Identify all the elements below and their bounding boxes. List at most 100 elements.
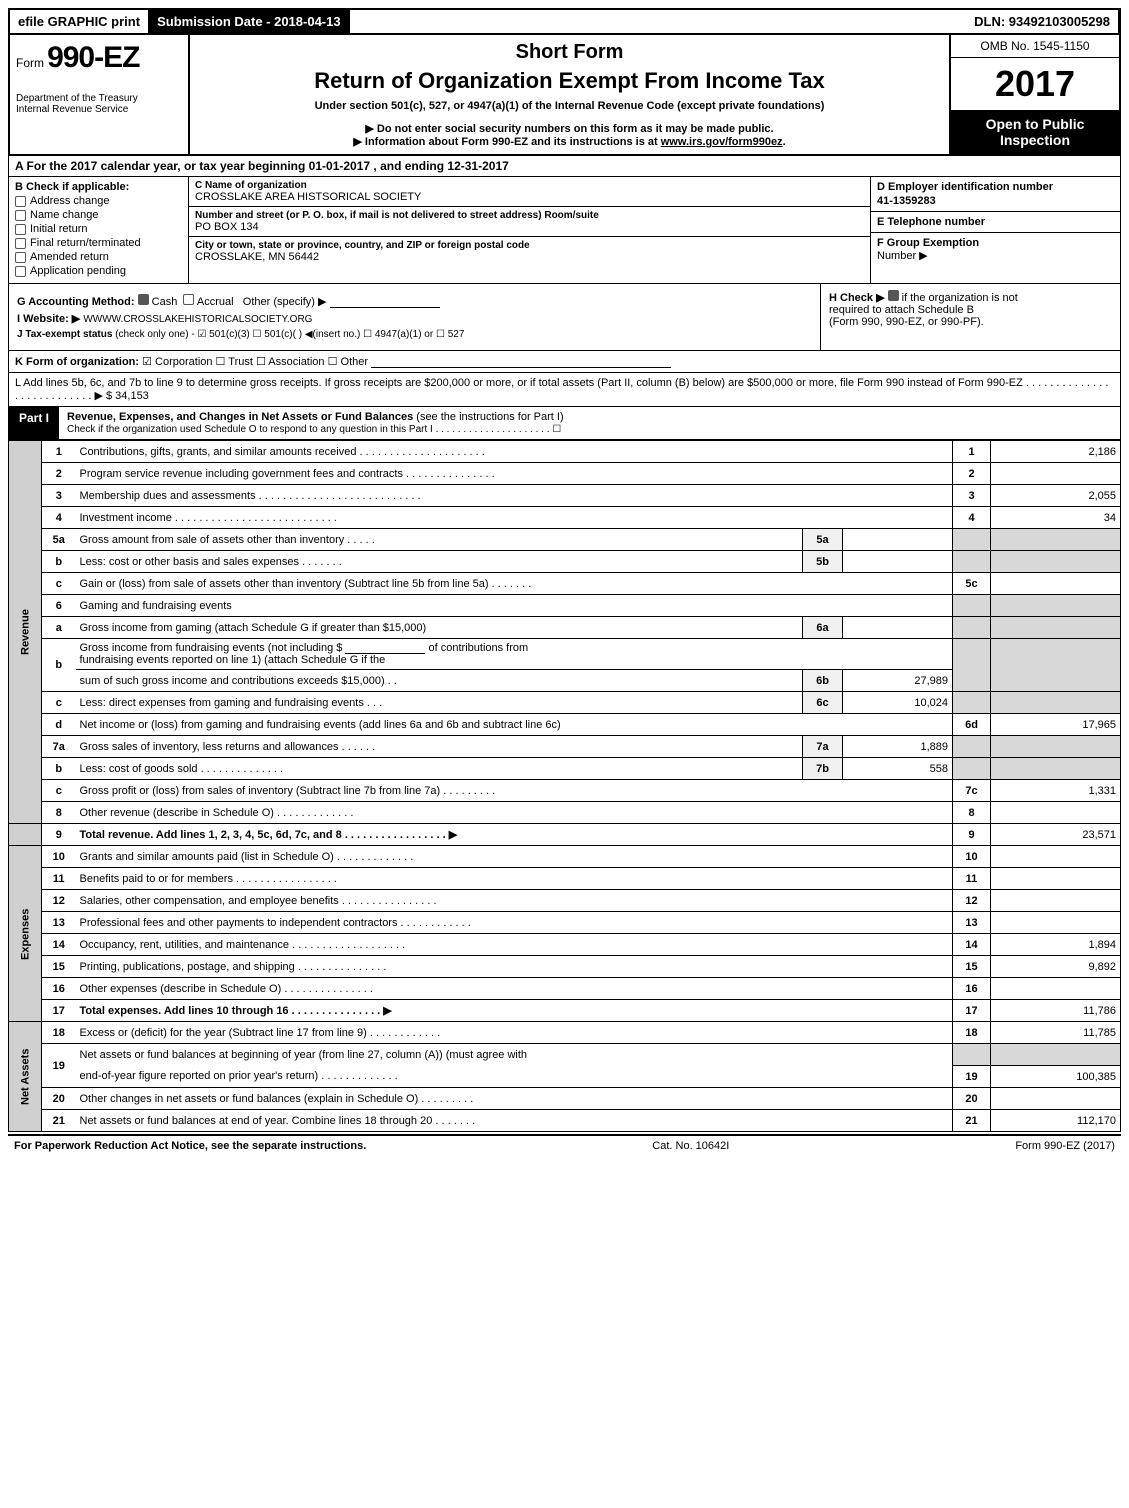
efile-label: efile GRAPHIC print bbox=[10, 10, 149, 33]
tot-val: 1,894 bbox=[991, 934, 1121, 956]
checkbox-icon[interactable] bbox=[15, 210, 26, 221]
b-item-5: Application pending bbox=[30, 265, 126, 277]
tot-no: 7c bbox=[953, 780, 991, 802]
f-label: F Group Exemption bbox=[877, 237, 979, 249]
submission-date: Submission Date - 2018-04-13 bbox=[149, 10, 350, 33]
footer-mid: Cat. No. 10642I bbox=[652, 1140, 729, 1152]
dept1: Department of the Treasury bbox=[16, 93, 182, 104]
tot-val: 11,786 bbox=[991, 1000, 1121, 1022]
side-expenses: Expenses bbox=[9, 846, 42, 1022]
part1-table: Revenue 1 Contributions, gifts, grants, … bbox=[8, 440, 1121, 1132]
g-label: G Accounting Method: bbox=[17, 296, 135, 308]
i-label: I Website: ▶ bbox=[17, 313, 80, 325]
sub-val: 27,989 bbox=[843, 670, 953, 692]
checkbox-icon[interactable] bbox=[15, 238, 26, 249]
tot-val: 23,571 bbox=[991, 824, 1121, 846]
ln-no: d bbox=[42, 714, 76, 736]
sub-val bbox=[843, 551, 953, 573]
checkbox-icon[interactable] bbox=[183, 294, 194, 305]
6b-blank[interactable] bbox=[345, 642, 425, 654]
section-def: D Employer identification number 41-1359… bbox=[870, 177, 1120, 283]
checkbox-icon[interactable] bbox=[15, 252, 26, 263]
checkbox-icon[interactable] bbox=[15, 224, 26, 235]
irs-link[interactable]: www.irs.gov/form990ez bbox=[661, 136, 783, 148]
sub-val: 1,889 bbox=[843, 736, 953, 758]
grey-cell bbox=[991, 529, 1121, 551]
grey-cell bbox=[991, 736, 1121, 758]
tot-no: 13 bbox=[953, 912, 991, 934]
grey-cell bbox=[953, 736, 991, 758]
e-label: E Telephone number bbox=[877, 216, 1114, 228]
tot-val bbox=[991, 868, 1121, 890]
grey-cell bbox=[991, 758, 1121, 780]
grey-cell bbox=[991, 1044, 1121, 1066]
ln-no: a bbox=[42, 617, 76, 639]
open-public: Open to Public Inspection bbox=[951, 110, 1119, 154]
row-ghij: G Accounting Method: Cash Accrual Other … bbox=[8, 284, 1121, 351]
city: CROSSLAKE, MN 56442 bbox=[195, 251, 864, 263]
ein: 41-1359283 bbox=[877, 195, 1114, 207]
c-label: C Name of organization bbox=[195, 180, 864, 191]
ln-no: 8 bbox=[42, 802, 76, 824]
grey-cell bbox=[991, 551, 1121, 573]
g-other: Other (specify) ▶ bbox=[243, 296, 327, 308]
grey-cell bbox=[991, 617, 1121, 639]
h-pre: H Check ▶ bbox=[829, 292, 888, 304]
ln-no: 5a bbox=[42, 529, 76, 551]
sub-no: 5a bbox=[803, 529, 843, 551]
tot-no: 9 bbox=[953, 824, 991, 846]
tot-no: 10 bbox=[953, 846, 991, 868]
form-number: 990-EZ bbox=[47, 41, 139, 74]
checkbox-icon[interactable] bbox=[15, 266, 26, 277]
section-a: A For the 2017 calendar year, or tax yea… bbox=[8, 156, 1121, 177]
checkbox-icon[interactable] bbox=[888, 290, 899, 301]
part1-title: Revenue, Expenses, and Changes in Net As… bbox=[59, 407, 1120, 439]
tot-val bbox=[991, 1088, 1121, 1110]
g-other-blank[interactable] bbox=[330, 296, 440, 308]
k-blank[interactable] bbox=[371, 356, 671, 368]
sub-val: 558 bbox=[843, 758, 953, 780]
side-spacer bbox=[9, 824, 42, 846]
ln-no: 21 bbox=[42, 1110, 76, 1132]
tot-no: 17 bbox=[953, 1000, 991, 1022]
ln-desc: Less: cost of goods sold . . . . . . . .… bbox=[76, 758, 803, 780]
short-form: Short Form bbox=[200, 41, 939, 64]
j-text: (check only one) - ☑ 501(c)(3) ☐ 501(c)(… bbox=[115, 329, 464, 340]
checkbox-icon[interactable] bbox=[138, 294, 149, 305]
block-bcdef: B Check if applicable: Address change Na… bbox=[8, 177, 1121, 284]
open-line2: Inspection bbox=[955, 132, 1115, 148]
grey-cell bbox=[953, 639, 991, 692]
tot-val bbox=[991, 846, 1121, 868]
a-end: 12-31-2017 bbox=[447, 159, 508, 173]
d-label: D Employer identification number bbox=[877, 181, 1114, 193]
ln-desc: Salaries, other compensation, and employ… bbox=[76, 890, 953, 912]
g-cash: Cash bbox=[152, 296, 178, 308]
tot-val: 11,785 bbox=[991, 1022, 1121, 1044]
ln-no: 3 bbox=[42, 485, 76, 507]
dept2: Internal Revenue Service bbox=[16, 104, 182, 115]
section-c: C Name of organization CROSSLAKE AREA HI… bbox=[189, 177, 870, 283]
ln-desc: Net assets or fund balances at beginning… bbox=[76, 1044, 953, 1066]
ln-no: 10 bbox=[42, 846, 76, 868]
ln-desc: Net income or (loss) from gaming and fun… bbox=[76, 714, 953, 736]
f-label2: Number ▶ bbox=[877, 250, 928, 262]
ln-desc: Excess or (deficit) for the year (Subtra… bbox=[76, 1022, 953, 1044]
side-netassets: Net Assets bbox=[9, 1022, 42, 1132]
omb-number: OMB No. 1545-1150 bbox=[951, 35, 1119, 58]
ln-no: 2 bbox=[42, 463, 76, 485]
page-footer: For Paperwork Reduction Act Notice, see … bbox=[8, 1134, 1121, 1156]
ln-desc: Occupancy, rent, utilities, and maintena… bbox=[76, 934, 953, 956]
tot-no: 21 bbox=[953, 1110, 991, 1132]
section-l: L Add lines 5b, 6c, and 7b to line 9 to … bbox=[8, 373, 1121, 407]
ln-no: c bbox=[42, 780, 76, 802]
ln-no: 18 bbox=[42, 1022, 76, 1044]
ln-desc: Other changes in net assets or fund bala… bbox=[76, 1088, 953, 1110]
ln-no: 15 bbox=[42, 956, 76, 978]
side-revenue: Revenue bbox=[9, 441, 42, 824]
tot-val: 112,170 bbox=[991, 1110, 1121, 1132]
ln-desc: Professional fees and other payments to … bbox=[76, 912, 953, 934]
grey-cell bbox=[991, 692, 1121, 714]
checkbox-icon[interactable] bbox=[15, 196, 26, 207]
ln-desc: sum of such gross income and contributio… bbox=[76, 670, 803, 692]
grey-cell bbox=[991, 639, 1121, 692]
